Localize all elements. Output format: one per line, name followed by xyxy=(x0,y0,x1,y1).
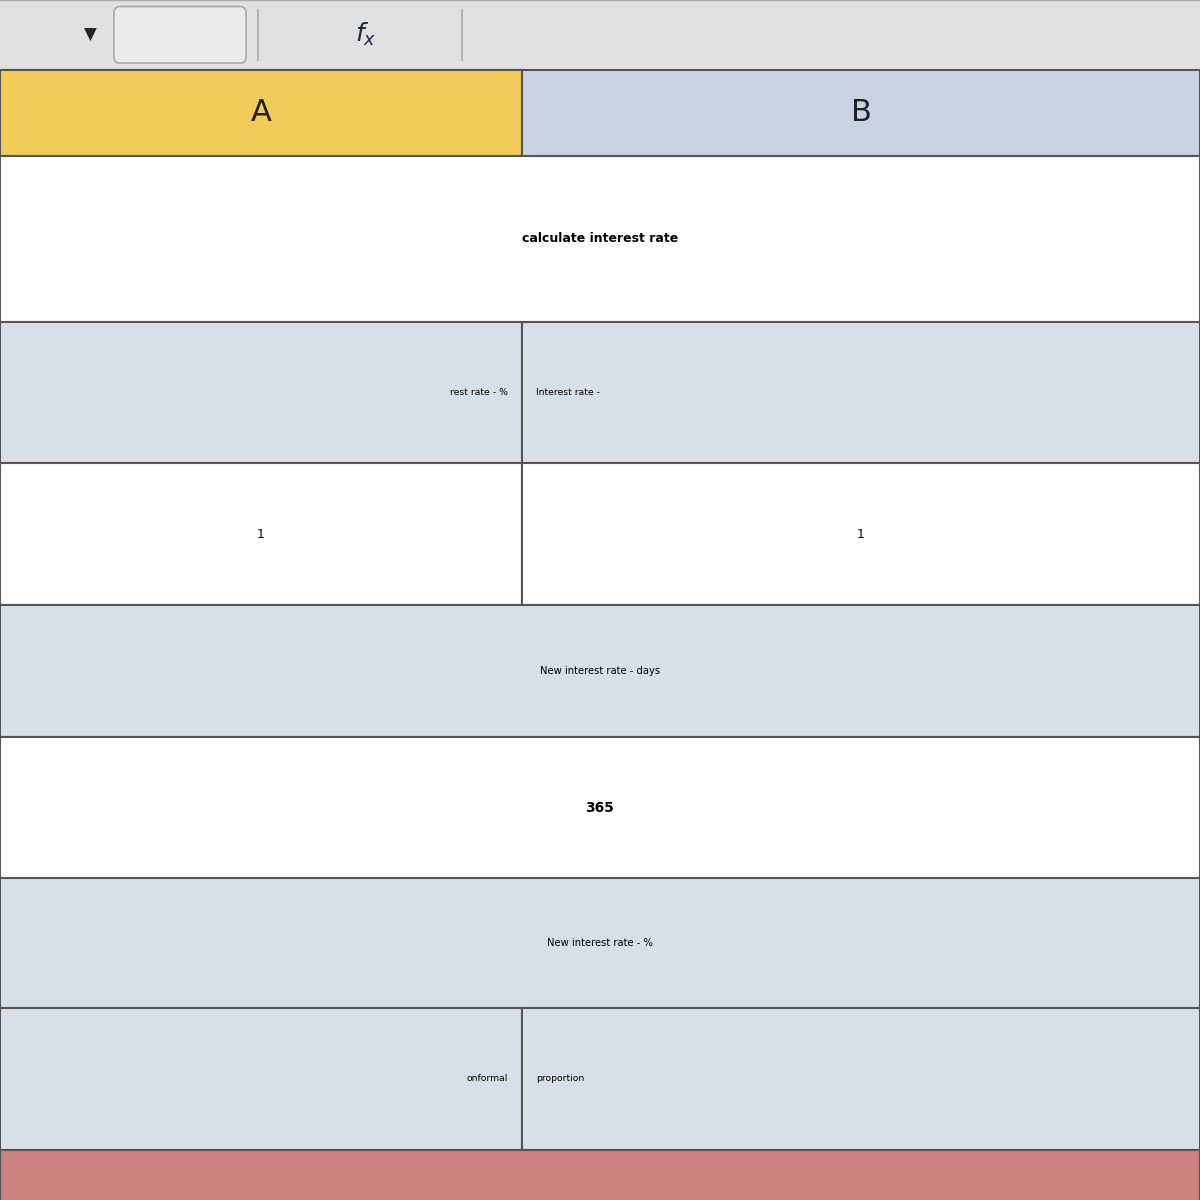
Bar xyxy=(0,605,1200,737)
Bar xyxy=(0,1150,1200,1200)
Text: proportion: proportion xyxy=(536,1074,584,1084)
Bar xyxy=(0,463,522,605)
Bar xyxy=(0,737,1200,878)
Bar xyxy=(522,70,1200,156)
Text: New interest rate - %: New interest rate - % xyxy=(547,938,653,948)
Bar xyxy=(0,878,1200,1008)
Text: calculate interest rate: calculate interest rate xyxy=(522,233,678,245)
Text: 1: 1 xyxy=(857,528,865,540)
Text: onformal: onformal xyxy=(467,1074,508,1084)
Text: New interest rate - days: New interest rate - days xyxy=(540,666,660,676)
Text: 1: 1 xyxy=(257,528,265,540)
Bar xyxy=(0,0,1200,70)
Text: A: A xyxy=(251,98,271,127)
Bar xyxy=(522,1008,1200,1150)
Bar xyxy=(0,70,522,156)
Text: rest rate - %: rest rate - % xyxy=(450,388,508,397)
Text: 365: 365 xyxy=(586,800,614,815)
Bar xyxy=(522,322,1200,463)
Text: B: B xyxy=(851,98,871,127)
Bar xyxy=(0,1008,522,1150)
Text: Interest rate -: Interest rate - xyxy=(536,388,600,397)
FancyBboxPatch shape xyxy=(114,6,246,64)
Text: $f_x$: $f_x$ xyxy=(355,22,377,48)
Bar xyxy=(0,156,1200,322)
Text: ▼: ▼ xyxy=(84,25,96,43)
Bar xyxy=(0,322,522,463)
Bar xyxy=(522,463,1200,605)
